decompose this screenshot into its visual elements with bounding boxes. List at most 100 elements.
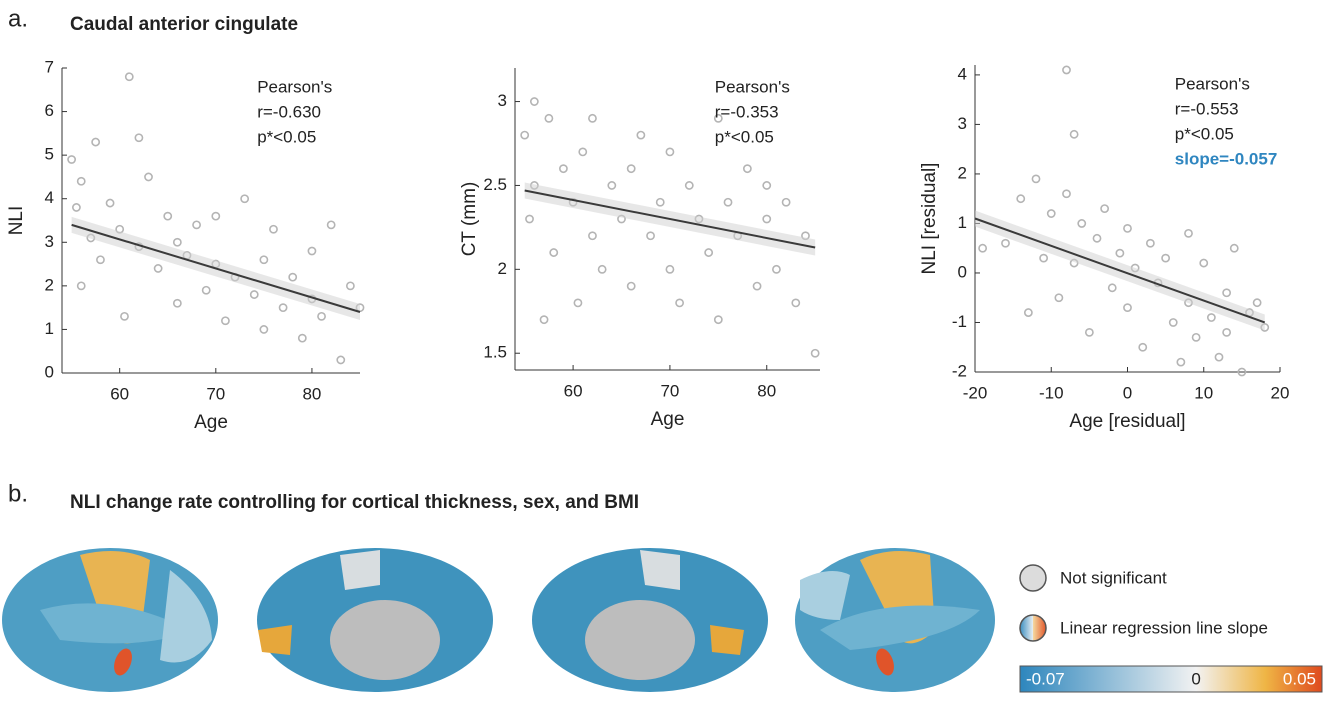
annotation: Pearson's [715, 77, 790, 96]
data-point [193, 221, 200, 228]
data-point [1048, 210, 1055, 217]
y-tick-label: 2 [958, 163, 967, 182]
data-point [174, 300, 181, 307]
legend-label: Not significant [1060, 568, 1167, 587]
data-point [73, 204, 80, 211]
y-tick-label: 1.5 [483, 343, 507, 362]
x-tick-label: 70 [660, 381, 679, 400]
data-point [1124, 304, 1131, 311]
annotation: r=-0.353 [715, 102, 779, 121]
brain-medial-right [532, 548, 768, 692]
data-point [589, 232, 596, 239]
x-tick-label: -10 [1039, 383, 1064, 402]
data-point [599, 266, 606, 273]
data-point [526, 215, 533, 222]
x-axis-label: Age [651, 409, 685, 430]
x-tick-label: -20 [963, 383, 988, 402]
data-point [1139, 344, 1146, 351]
data-point [1116, 250, 1123, 257]
y-tick-label: -1 [952, 312, 967, 331]
data-point [97, 256, 104, 263]
data-point [705, 249, 712, 256]
brain-lateral-left [2, 548, 218, 692]
data-point [337, 356, 344, 363]
data-point [299, 335, 306, 342]
legend-label: Linear regression line slope [1060, 618, 1268, 637]
legend-swatch [1020, 565, 1046, 591]
data-point [1025, 309, 1032, 316]
x-tick-label: 80 [302, 384, 321, 403]
data-point [318, 313, 325, 320]
data-point [792, 299, 799, 306]
data-point [637, 132, 644, 139]
data-point [1078, 220, 1085, 227]
data-point [647, 232, 654, 239]
data-point [145, 173, 152, 180]
data-point [676, 299, 683, 306]
fit-line [72, 225, 360, 312]
colorbar-tick-label: 0 [1191, 669, 1200, 688]
data-point [1185, 230, 1192, 237]
x-tick-label: 0 [1123, 383, 1132, 402]
data-point [574, 299, 581, 306]
legend-swatch [1020, 615, 1046, 641]
data-point [1109, 284, 1116, 291]
data-point [68, 156, 75, 163]
y-tick-label: 2 [45, 275, 54, 294]
colorbar-tick-label: -0.07 [1026, 669, 1065, 688]
data-point [212, 213, 219, 220]
x-tick-label: 60 [110, 384, 129, 403]
data-point [251, 291, 258, 298]
data-point [560, 165, 567, 172]
data-point [1063, 66, 1070, 73]
data-point [135, 134, 142, 141]
figure: a. Caudal anterior cingulate b. NLI chan… [0, 0, 1336, 706]
y-tick-label: 5 [45, 145, 54, 164]
x-tick-label: 80 [757, 381, 776, 400]
data-point [550, 249, 557, 256]
data-point [686, 182, 693, 189]
data-point [579, 148, 586, 155]
data-point [92, 138, 99, 145]
data-point [260, 326, 267, 333]
y-tick-label: 1 [958, 213, 967, 232]
panel-title: NLI change rate controlling for cortical… [70, 492, 639, 513]
annotation: p*<0.05 [257, 127, 316, 146]
data-point [666, 148, 673, 155]
x-tick-label: 60 [564, 381, 583, 400]
data-point [628, 283, 635, 290]
colorbar-tick-label: 0.05 [1283, 669, 1316, 688]
data-point [589, 115, 596, 122]
data-point [1147, 240, 1154, 247]
data-point [1215, 354, 1222, 361]
data-point [78, 282, 85, 289]
data-point [270, 226, 277, 233]
data-point [1223, 329, 1230, 336]
fit-line [525, 190, 815, 247]
data-point [1162, 255, 1169, 262]
data-point [979, 245, 986, 252]
data-point [753, 283, 760, 290]
data-point [521, 132, 528, 139]
data-point [1032, 175, 1039, 182]
data-point [1124, 225, 1131, 232]
data-point [289, 274, 296, 281]
data-point [628, 165, 635, 172]
data-point [1086, 329, 1093, 336]
annotation: r=-0.630 [257, 102, 321, 121]
annotation: Pearson's [257, 77, 332, 96]
y-axis-label: NLI [residual] [919, 163, 940, 275]
data-point [328, 221, 335, 228]
data-point [1254, 299, 1261, 306]
y-axis-label: NLI [6, 206, 27, 236]
data-point [241, 195, 248, 202]
data-point [724, 199, 731, 206]
data-point [1093, 235, 1100, 242]
data-point [121, 313, 128, 320]
brain-views [2, 548, 995, 692]
data-point [763, 182, 770, 189]
panel-label: b. [8, 480, 28, 507]
annotation: Pearson's [1175, 74, 1250, 93]
data-point [540, 316, 547, 323]
data-point [744, 165, 751, 172]
